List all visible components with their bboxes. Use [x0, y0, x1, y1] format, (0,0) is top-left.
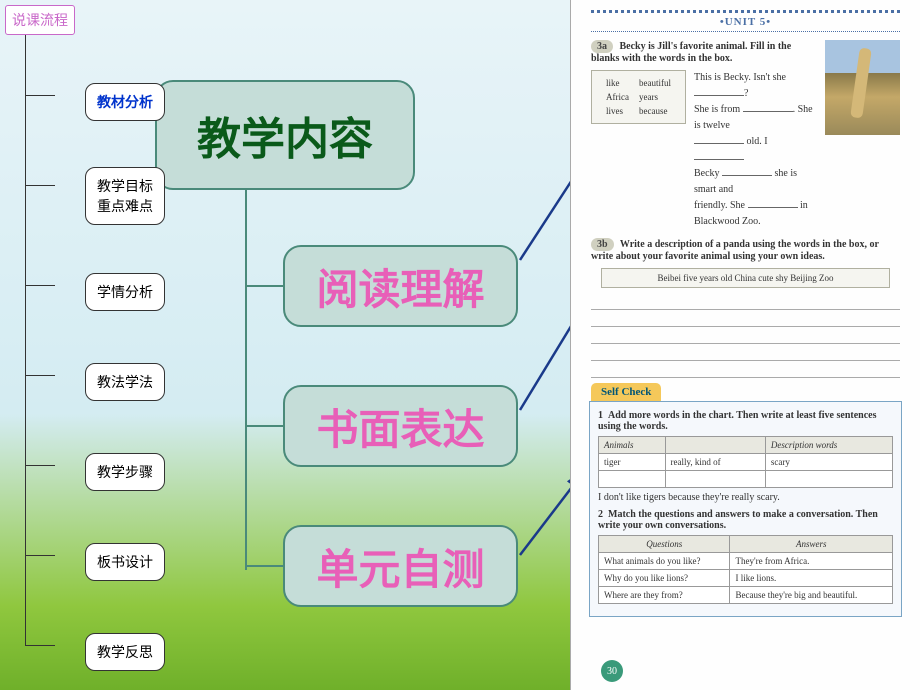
fill-text-3a: This is Becky. Isn't she ?She is from . …: [694, 70, 820, 230]
word-box-3a: likebeautifulAfricayearslivesbecause: [591, 70, 686, 124]
center-main-node: 教学内容: [155, 80, 415, 190]
sidebar-item-4[interactable]: 教学步骤: [85, 453, 165, 491]
section-3b: 3b Write a description of a panda using …: [591, 238, 900, 288]
sidebar-item-5[interactable]: 板书设计: [85, 543, 165, 581]
sidebar-item-2[interactable]: 学情分析: [85, 273, 165, 311]
title-3a: Becky is Jill's favorite animal. Fill in…: [591, 41, 791, 64]
sidebar-item-1[interactable]: 教学目标重点难点: [85, 167, 165, 225]
conn-v-main: [245, 190, 247, 570]
side-connector: [25, 95, 55, 96]
sc-q2-table: QuestionsAnswersWhat animals do you like…: [598, 535, 893, 604]
center-sub-1: 书面表达: [283, 385, 518, 467]
side-connector: [25, 375, 55, 376]
side-connector: [25, 555, 55, 556]
badge-3b: 3b: [591, 238, 614, 251]
textbook-panel: •UNIT 5• 3a Becky is Jill's favorite ani…: [570, 0, 920, 690]
root-node: 说课流程: [5, 5, 75, 35]
center-sub-0: 阅读理解: [283, 245, 518, 327]
side-connector: [25, 465, 55, 466]
sidebar-item-3[interactable]: 教法学法: [85, 363, 165, 401]
side-connector: [25, 185, 55, 186]
write-lines: [591, 296, 900, 378]
page-number: 30: [601, 660, 623, 682]
conn-h-1: [245, 425, 283, 427]
badge-3a: 3a: [591, 40, 613, 53]
unit-header: •UNIT 5•: [591, 10, 900, 32]
self-check-box: 1 Add more words in the chart. Then writ…: [589, 401, 902, 617]
self-check-badge: Self Check: [591, 383, 661, 401]
word-box-3b: Beibei five years old China cute shy Bei…: [601, 268, 890, 288]
sc-q1-example: I don't like tigers because they're real…: [598, 492, 893, 503]
sc-q1-table: AnimalsDescription wordstigerreally, kin…: [598, 436, 893, 488]
side-connector: [25, 645, 55, 646]
title-3b: Write a description of a panda using the…: [591, 239, 879, 262]
conn-h-2: [245, 565, 283, 567]
sc-q2-text: Match the questions and answers to make …: [598, 509, 878, 531]
sidebar-item-0[interactable]: 教材分析: [85, 83, 165, 121]
center-sub-2: 单元自测: [283, 525, 518, 607]
sidebar-item-6[interactable]: 教学反思: [85, 633, 165, 671]
section-3a: 3a Becky is Jill's favorite animal. Fill…: [591, 40, 900, 230]
conn-h-0: [245, 285, 283, 287]
sc-q1-text: Add more words in the chart. Then write …: [598, 410, 877, 432]
side-connector: [25, 285, 55, 286]
sc-q2: 2 Match the questions and answers to mak…: [598, 509, 893, 604]
tree-trunk: [25, 35, 26, 645]
sc-q1: 1 Add more words in the chart. Then writ…: [598, 410, 893, 503]
giraffe-image: [825, 40, 900, 135]
